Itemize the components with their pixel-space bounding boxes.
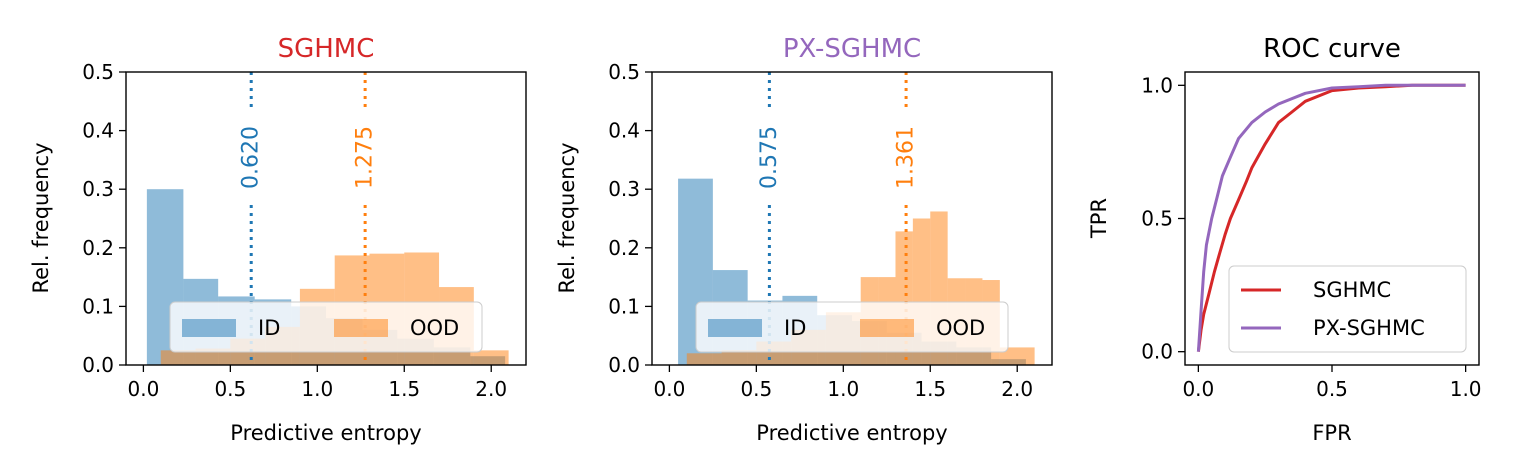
sghmc-histogram-panel: SGHMC 0.620 1.275 ID OOD 0.0 0.5 1.0 1.5 2.0 0…: [29, 34, 527, 445]
y-tick-label: 0.3: [608, 177, 640, 201]
panel-title: SGHMC: [278, 34, 375, 64]
id-legend-swatch: [182, 319, 236, 337]
mean-lines: 0.620 1.275: [239, 72, 378, 365]
x-axis-label: FPR: [1312, 421, 1351, 445]
ood-hist-bar: [473, 350, 509, 365]
y-tick-label: 0.3: [82, 177, 114, 201]
y-tick-label: 0.0: [82, 353, 114, 377]
x-tick-label: 1.0: [827, 377, 859, 401]
ood-hist-bar: [160, 350, 196, 365]
y-tick-label: 0.5: [608, 60, 640, 84]
x-axis-ticks: 0.0 0.5 1.0 1.5 2.0: [653, 365, 1033, 401]
y-axis-label: Rel. frequency: [555, 142, 579, 293]
y-tick-label: 0.4: [608, 119, 640, 143]
y-axis-ticks: 0.0 0.5 1.0: [1141, 73, 1185, 364]
id-mean-value-label: 0.620: [239, 126, 264, 189]
x-tick-label: 1.0: [1450, 377, 1482, 401]
x-tick-label: 0.5: [1316, 377, 1348, 401]
px-sghmc-histogram-panel: PX-SGHMC 0.575 1.361 ID OOD 0.0 0.5 1.0 1.5 2.…: [555, 34, 1053, 445]
id-legend-label: ID: [258, 316, 280, 340]
ood-legend-label: OOD: [410, 316, 459, 340]
y-tick-label: 1.0: [1141, 73, 1173, 97]
y-tick-label: 0.1: [82, 294, 114, 318]
legend-box: [169, 301, 483, 353]
x-axis-ticks: 0.0 0.5 1.0 1.5 2.0: [127, 365, 507, 401]
ood-hist-bar: [999, 347, 1035, 365]
x-tick-label: 1.0: [301, 377, 333, 401]
roc-lines: [1196, 83, 1466, 352]
y-tick-label: 0.5: [1141, 207, 1173, 231]
y-axis-label: TPR: [1087, 198, 1111, 239]
x-tick-label: 0.0: [127, 377, 159, 401]
ood-mean-value-label: 1.361: [894, 126, 919, 189]
roc-curve-panel: ROC curve SGHMC PX-SGHMC 0.0 0.5 1.0 0.0 0.5…: [1087, 34, 1482, 445]
plot-frame: [125, 71, 527, 366]
panel-title: ROC curve: [1263, 34, 1401, 64]
y-axis-ticks: 0.0 0.1 0.2 0.3 0.4 0.5: [608, 60, 652, 377]
id-legend-label: ID: [784, 316, 806, 340]
ood-hist-bar: [195, 348, 231, 365]
px-sghmc-legend-label: PX-SGHMC: [1313, 316, 1425, 340]
px-sghmc-roc-line: [1196, 83, 1466, 352]
ood-hist-bar: [686, 353, 722, 365]
legend: ID OOD: [695, 301, 1009, 353]
legend-box: [1228, 265, 1467, 353]
id-mean-value-label: 0.575: [757, 126, 782, 189]
y-axis-label: Rel. frequency: [29, 142, 53, 293]
legend: SGHMC PX-SGHMC: [1228, 265, 1467, 353]
id-legend-swatch: [708, 319, 762, 337]
ood-hist-bar: [721, 350, 757, 365]
plot-frame: [651, 71, 1053, 366]
x-tick-label: 2.0: [1001, 377, 1033, 401]
y-tick-label: 0.0: [1141, 340, 1173, 364]
ood-legend-swatch: [334, 319, 388, 337]
x-axis-label: Predictive entropy: [756, 421, 947, 445]
ood-legend-swatch: [860, 319, 914, 337]
y-tick-label: 0.4: [82, 119, 114, 143]
sghmc-legend-label: SGHMC: [1313, 278, 1391, 302]
x-tick-label: 0.5: [214, 377, 246, 401]
x-tick-label: 0.5: [740, 377, 772, 401]
y-tick-label: 0.2: [608, 236, 640, 260]
y-tick-label: 0.0: [608, 353, 640, 377]
x-tick-label: 0.0: [1182, 377, 1214, 401]
legend: ID OOD: [169, 301, 483, 353]
x-tick-label: 1.5: [914, 377, 946, 401]
y-tick-label: 0.1: [608, 294, 640, 318]
ood-legend-label: OOD: [936, 316, 985, 340]
legend-box: [695, 301, 1009, 353]
ood-mean-value-label: 1.275: [353, 126, 378, 189]
x-tick-label: 2.0: [475, 377, 507, 401]
y-axis-ticks: 0.0 0.1 0.2 0.3 0.4 0.5: [82, 60, 126, 377]
y-tick-label: 0.5: [82, 60, 114, 84]
x-tick-label: 1.5: [388, 377, 420, 401]
panel-title: PX-SGHMC: [783, 34, 921, 64]
x-tick-label: 0.0: [653, 377, 685, 401]
y-tick-label: 0.2: [82, 236, 114, 260]
mean-lines: 0.575 1.361: [757, 72, 919, 365]
x-axis-label: Predictive entropy: [230, 421, 421, 445]
x-axis-ticks: 0.0 0.5 1.0: [1182, 365, 1482, 401]
